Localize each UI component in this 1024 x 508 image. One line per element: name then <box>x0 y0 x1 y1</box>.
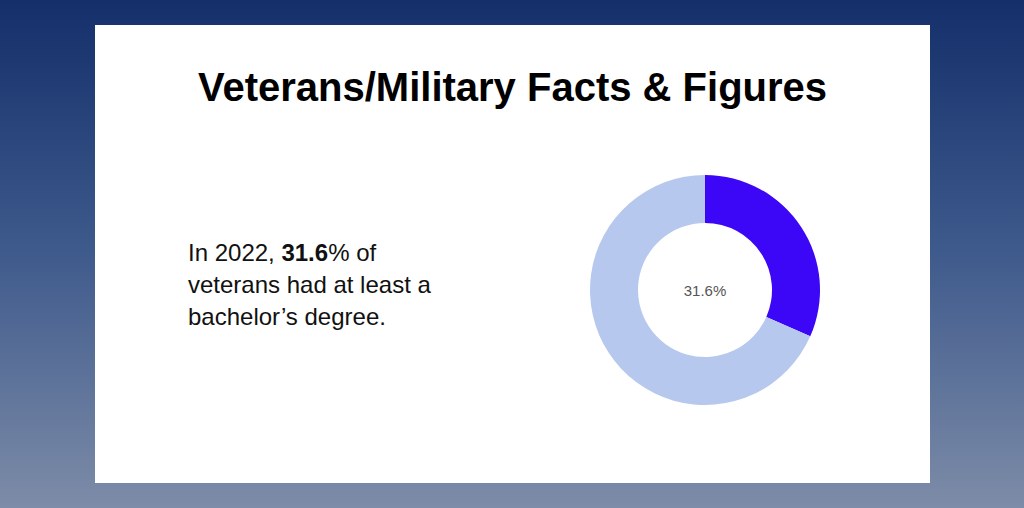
html-text:In 2022, 31.6% of veterans had: In 2022, 31.6% of veterans had at least … <box>188 239 431 330</box>
html-text:Veterans/Military Facts & Figu: Veterans/Military Facts & Figures <box>197 65 828 109</box>
svg-text:31.6%: 31.6% <box>684 282 727 299</box>
